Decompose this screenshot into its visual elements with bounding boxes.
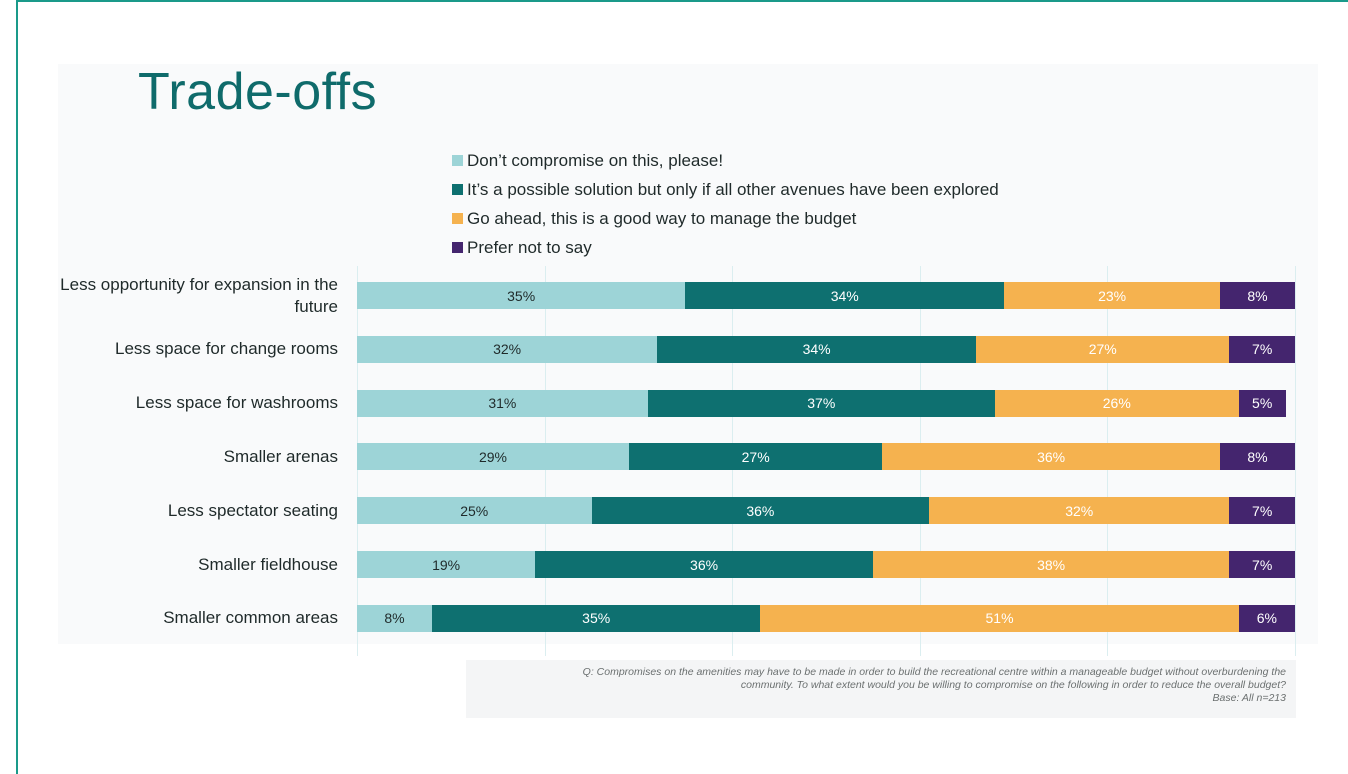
legend-label: Go ahead, this is a good way to manage t…: [467, 208, 857, 228]
data-label: 6%: [1256, 610, 1277, 627]
legend-item: It’s a possible solution but only if all…: [452, 175, 999, 204]
slide-frame: [16, 0, 1348, 774]
legend-swatch: [452, 155, 463, 166]
data-label: 34%: [802, 341, 831, 358]
data-label: 26%: [1102, 395, 1131, 412]
data-label: 7%: [1252, 556, 1273, 573]
data-label: 27%: [741, 448, 770, 465]
legend-label: Don’t compromise on this, please!: [467, 150, 724, 170]
bar-segment: 36%: [882, 443, 1220, 471]
data-label: 23%: [1098, 287, 1127, 304]
bar-segment: 8%: [357, 604, 433, 632]
bar-segment: 25%: [357, 497, 592, 525]
bar-segment: 31%: [357, 389, 648, 417]
data-label: 38%: [1037, 556, 1066, 573]
category-label: Less space for washrooms: [135, 393, 338, 413]
data-label: 32%: [493, 341, 522, 358]
bar-segment: 29%: [357, 443, 630, 471]
chart-legend: Don’t compromise on this, please! It’s a …: [452, 146, 999, 262]
legend-item: Prefer not to say: [452, 233, 999, 262]
bar-segment: 34%: [657, 335, 977, 363]
gridline: [1294, 266, 1296, 656]
bar-segment: 32%: [929, 497, 1230, 525]
data-label: 35%: [507, 287, 536, 304]
bar-segment: 34%: [685, 282, 1005, 309]
bar-segment: 51%: [760, 604, 1239, 632]
data-label: 29%: [478, 448, 508, 465]
bar-segment: 32%: [357, 335, 658, 363]
data-label: 8%: [1247, 448, 1268, 465]
category-label: Smaller common areas: [163, 608, 338, 628]
data-label: 36%: [1037, 448, 1066, 465]
bar-segment: 23%: [1004, 282, 1220, 309]
data-label: 51%: [985, 610, 1014, 627]
question-footnote: Q: Compromises on the amenities may have…: [466, 660, 1296, 718]
legend-item: Don’t compromise on this, please!: [452, 146, 999, 175]
legend-label: Prefer not to say: [467, 237, 592, 257]
bar-segment: 8%: [1219, 282, 1295, 309]
footnote-line-1: Q: Compromises on the amenities may have…: [582, 666, 1286, 678]
data-label: 7%: [1252, 341, 1273, 358]
data-label: 31%: [488, 395, 517, 412]
category-label: Smaller fieldhouse: [198, 554, 338, 574]
data-label: 35%: [582, 610, 611, 627]
data-label: 34%: [830, 287, 859, 304]
bar-segment: 37%: [647, 389, 995, 417]
legend-swatch: [452, 242, 463, 253]
bar-segment: 7%: [1229, 335, 1295, 363]
category-label: Less opportunity for expansion in the fu…: [60, 274, 338, 316]
category-label: Less space for change rooms: [114, 339, 338, 359]
data-label: 8%: [384, 610, 405, 627]
bar-segment: 8%: [1219, 443, 1295, 471]
footnote-line-3: Base: All n=213: [1212, 692, 1286, 704]
legend-swatch: [452, 184, 463, 195]
data-label: 32%: [1065, 502, 1094, 519]
data-label: 7%: [1252, 502, 1273, 519]
bar-segment: 5%: [1238, 389, 1286, 417]
category-label: Smaller arenas: [223, 446, 338, 466]
bar-segment: 27%: [629, 443, 883, 471]
bar-segment: 35%: [357, 282, 686, 309]
legend-label: It’s a possible solution but only if all…: [467, 179, 999, 199]
legend-item: Go ahead, this is a good way to manage t…: [452, 204, 999, 233]
legend-swatch: [452, 213, 463, 224]
data-label: 27%: [1088, 341, 1117, 358]
bar-segment: 36%: [535, 551, 873, 578]
data-label: 36%: [690, 556, 719, 573]
bar-segment: 38%: [872, 551, 1230, 578]
slide-title: Trade-offs: [138, 63, 378, 121]
data-label: 19%: [432, 556, 461, 573]
data-label: 36%: [746, 502, 775, 519]
bar-segment: 7%: [1229, 497, 1295, 525]
category-label: Less spectator seating: [167, 500, 338, 520]
data-label: 25%: [460, 502, 489, 519]
bar-segment: 19%: [357, 551, 536, 578]
bar-segment: 36%: [591, 497, 930, 525]
bar-segment: 27%: [976, 335, 1230, 363]
bar-segment: 26%: [994, 389, 1239, 417]
bar-segment: 35%: [432, 604, 761, 632]
data-label: 37%: [807, 395, 836, 412]
bar-segment: 6%: [1238, 604, 1295, 632]
data-label: 5%: [1252, 395, 1273, 412]
data-label: 8%: [1247, 287, 1268, 304]
footnote-line-2: community. To what extent would you be w…: [740, 679, 1286, 691]
bar-segment: 7%: [1229, 551, 1295, 578]
